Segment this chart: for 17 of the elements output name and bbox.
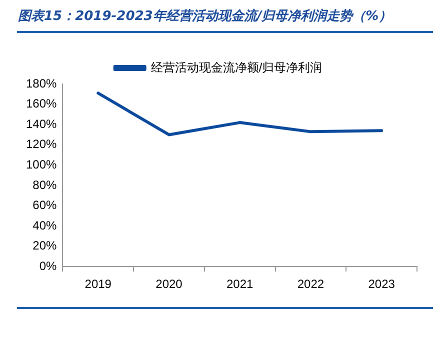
legend-label: 经营活动现金流净额/归母净利润 bbox=[150, 60, 322, 74]
x-tick-label: 2019 bbox=[84, 277, 112, 292]
y-tick-label: 100% bbox=[26, 157, 58, 172]
y-tick-label: 80% bbox=[32, 178, 58, 192]
x-tick-label: 2020 bbox=[156, 277, 183, 292]
y-tick-label: 160% bbox=[26, 96, 58, 111]
y-tick-label: 120% bbox=[26, 137, 58, 152]
y-tick-label: 140% bbox=[26, 116, 58, 131]
x-tick-label: 2023 bbox=[368, 277, 396, 292]
y-tick-label: 60% bbox=[32, 198, 58, 212]
chart-title: 图表15：2019-2023年经营活动现金流/归母净利润走势（%） bbox=[18, 8, 392, 25]
y-tick-label: 20% bbox=[32, 238, 58, 253]
x-tick-label: 2021 bbox=[226, 277, 254, 292]
x-tick-label: 2022 bbox=[297, 277, 324, 292]
y-tick-label: 0% bbox=[39, 258, 58, 273]
y-tick-label: 40% bbox=[32, 218, 58, 232]
y-tick-label: 180% bbox=[26, 76, 58, 90]
